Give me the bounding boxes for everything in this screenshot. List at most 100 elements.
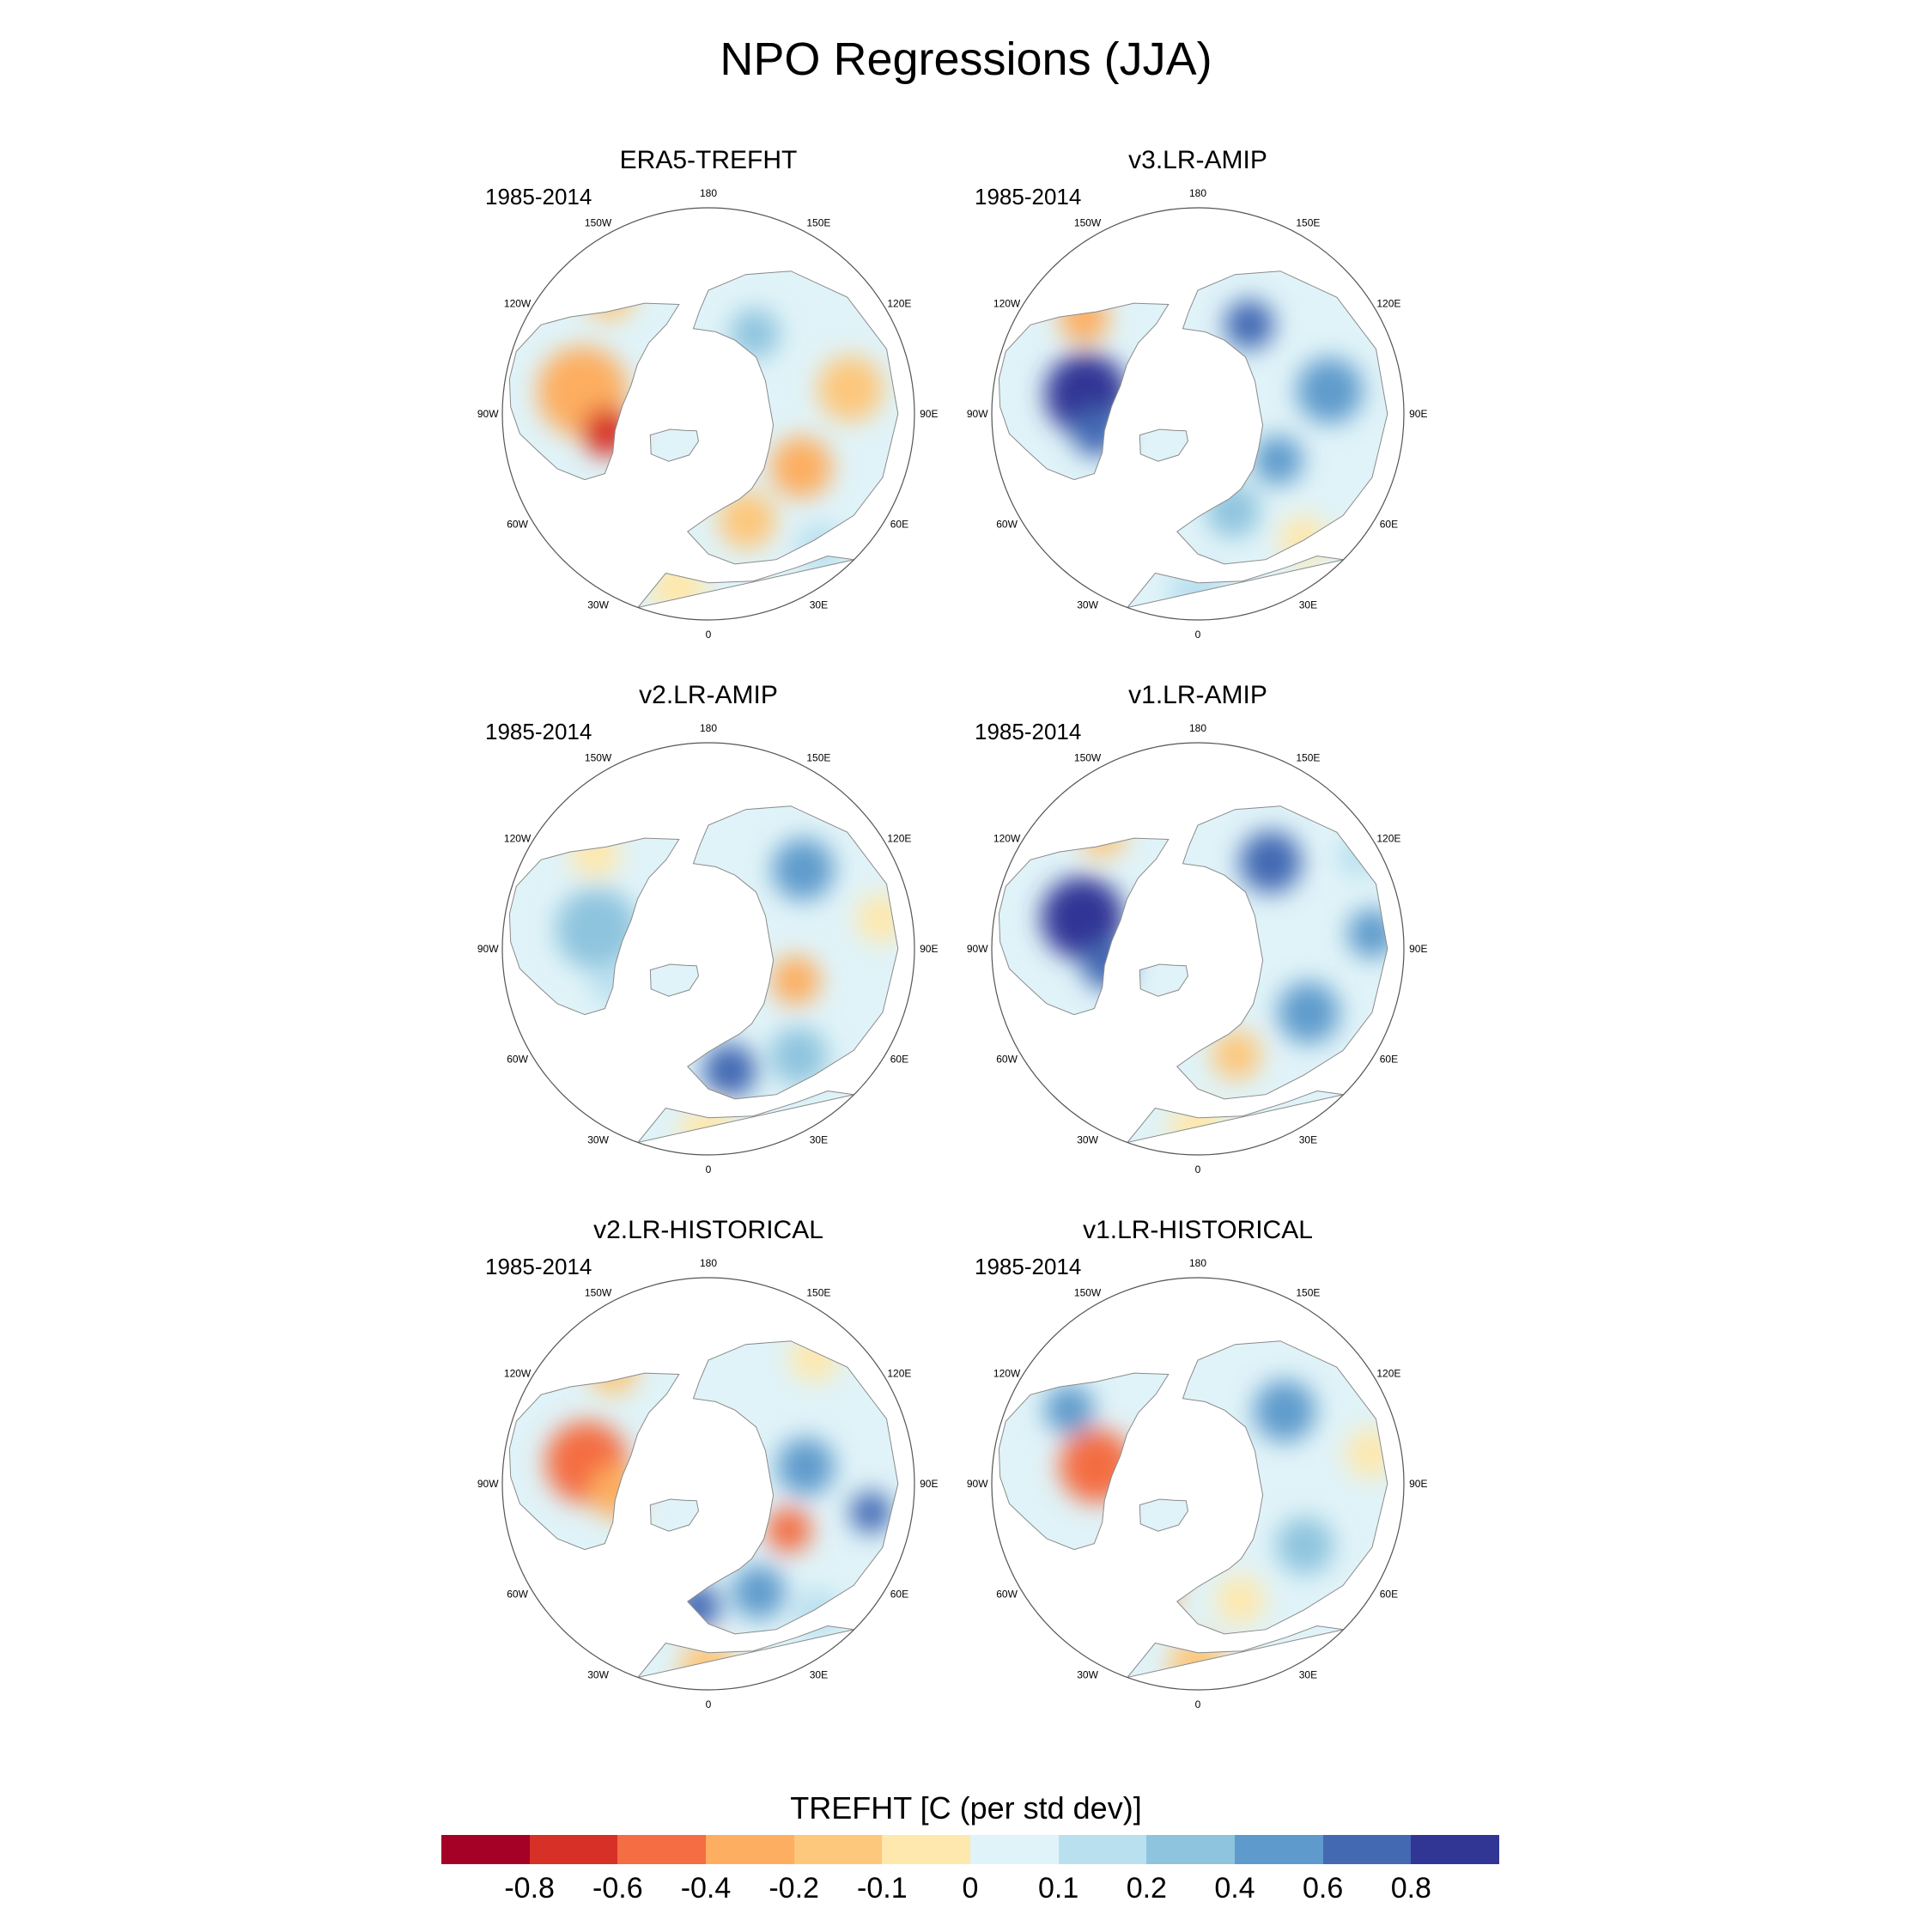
longitude-label: 60E xyxy=(1380,518,1398,530)
longitude-label: 150E xyxy=(806,752,830,764)
longitude-label: 0 xyxy=(1195,629,1201,641)
panel-period: 1985-2014 xyxy=(485,719,592,744)
longitude-label: 150E xyxy=(806,217,830,229)
colorbar-swatch xyxy=(1058,1835,1147,1864)
colorbar-swatch xyxy=(1411,1835,1500,1864)
anomaly-region xyxy=(702,1043,757,1097)
anomaly-region xyxy=(776,1437,835,1496)
colorbar-tick-label: 0.2 xyxy=(1126,1872,1167,1905)
longitude-label: 180 xyxy=(1189,187,1206,199)
colorbar-tick-label: 0.1 xyxy=(1038,1872,1079,1905)
longitude-label: 30E xyxy=(1299,1668,1317,1680)
colorbar-swatch xyxy=(1146,1835,1236,1864)
colorbar-tick-label: -0.6 xyxy=(592,1872,643,1905)
coastline xyxy=(1139,428,1189,462)
coastline xyxy=(1176,270,1388,565)
longitude-label: 90W xyxy=(967,1478,988,1490)
anomaly-region xyxy=(769,1027,828,1085)
longitude-label: 150W xyxy=(585,752,612,764)
figure-title: NPO Regressions (JJA) xyxy=(720,33,1212,85)
longitude-label: 60W xyxy=(996,1053,1018,1065)
colorbar-swatch xyxy=(1322,1835,1412,1864)
panel-title: v3.LR-AMIP xyxy=(1128,146,1267,174)
colorbar-tick-label: 0.6 xyxy=(1303,1872,1344,1905)
map-border xyxy=(991,742,1405,1156)
anomaly-region xyxy=(772,838,835,901)
longitude-label: 150E xyxy=(806,1287,830,1299)
panel-period: 1985-2014 xyxy=(975,1254,1082,1279)
longitude-label: 30E xyxy=(810,1133,828,1145)
polar-map: 180 150E 120E 90E 60E 30E 0 30W 60W 90W 120W 150W xyxy=(967,1257,1428,1710)
colorbar-tick-label: -0.4 xyxy=(680,1872,732,1905)
longitude-label: 90E xyxy=(1409,408,1427,420)
map-panel: v2.LR-AMIP 1985-2014 180 150E 120E 90E 60E 30E 0… xyxy=(477,681,939,1196)
coastline xyxy=(1139,963,1189,997)
coastline xyxy=(1176,1340,1388,1635)
longitude-label: 120E xyxy=(1376,298,1400,310)
coastline xyxy=(649,963,700,997)
anomaly-region xyxy=(850,1492,892,1534)
map-border xyxy=(991,207,1405,621)
longitude-label: 60W xyxy=(996,1588,1018,1600)
colorbar-title: TREFHT [C (per std dev)] xyxy=(790,1790,1142,1826)
colorbar xyxy=(441,1835,1500,1864)
coastline xyxy=(636,1625,854,1679)
longitude-label: 0 xyxy=(1195,1163,1201,1176)
polar-map: 180 150E 120E 90E 60E 30E 0 30W 60W 90W 120W 150W xyxy=(477,187,939,641)
colorbar-tick-label: -0.8 xyxy=(504,1872,555,1905)
longitude-label: 150E xyxy=(1296,217,1320,229)
longitude-label: 0 xyxy=(706,1163,712,1176)
longitude-label: 30W xyxy=(587,1668,609,1680)
anomaly-region xyxy=(1277,981,1340,1044)
longitude-label: 120W xyxy=(993,298,1021,310)
anomaly-region xyxy=(1297,357,1363,424)
coastline xyxy=(998,1372,1170,1551)
longitude-label: 60E xyxy=(1380,1588,1398,1600)
longitude-label: 150W xyxy=(585,1287,612,1299)
colorbar-tick-label: 0 xyxy=(962,1872,979,1905)
longitude-label: 60E xyxy=(890,1588,908,1600)
longitude-label: 150W xyxy=(585,217,612,229)
anomaly-region xyxy=(1212,1030,1261,1080)
map-panel: v1.LR-HISTORICAL 1985-2014 180 150E 120E 90E 6… xyxy=(967,1216,1428,1731)
panel-period: 1985-2014 xyxy=(485,1254,592,1279)
coastline xyxy=(649,428,700,462)
map-border xyxy=(501,742,915,1156)
longitude-label: 120W xyxy=(504,1368,532,1380)
longitude-label: 30W xyxy=(587,1133,609,1145)
anomaly-region xyxy=(770,956,821,1005)
longitude-label: 120W xyxy=(993,833,1021,845)
longitude-label: 30W xyxy=(587,598,609,611)
longitude-label: 60W xyxy=(507,518,528,530)
panel-title: v2.LR-HISTORICAL xyxy=(593,1216,823,1244)
anomaly-region xyxy=(1215,1575,1266,1625)
coastline xyxy=(1176,805,1388,1100)
longitude-label: 150E xyxy=(1296,752,1320,764)
map-border xyxy=(501,207,915,621)
polar-map: 180 150E 120E 90E 60E 30E 0 30W 60W 90W 120W 150W xyxy=(477,722,939,1176)
anomaly-region xyxy=(817,355,884,422)
longitude-label: 60E xyxy=(1380,1053,1398,1065)
longitude-label: 180 xyxy=(700,187,717,199)
anomaly-region xyxy=(1041,877,1124,959)
map-panel: ERA5-TREFHT 1985-2014 180 150E 120E 90E 60E 30E… xyxy=(477,146,939,661)
map-panel: v2.LR-HISTORICAL 1985-2014 180 150E 120E 90E 6… xyxy=(477,1216,939,1731)
polar-map: 180 150E 120E 90E 60E 30E 0 30W 60W 90W 120W 150W xyxy=(477,1257,939,1710)
longitude-label: 90W xyxy=(967,408,988,420)
colorbar-labels: -0.8 -0.6 -0.4 -0.2 -0.1 0 0.1 0.2 0.4 0.6 0.8 xyxy=(441,1872,1499,1906)
longitude-label: 180 xyxy=(1189,722,1206,734)
colorbar-swatch xyxy=(617,1835,707,1864)
colorbar-tick-label: -0.1 xyxy=(857,1872,908,1905)
colorbar-swatch xyxy=(706,1835,794,1864)
anomaly-region xyxy=(1253,435,1303,485)
anomaly-region xyxy=(1239,830,1302,893)
coastline xyxy=(636,555,854,609)
colorbar-swatch xyxy=(882,1835,971,1864)
longitude-label: 120E xyxy=(1376,1368,1400,1380)
map-panel: v3.LR-AMIP 1985-2014 180 150E 120E 90E 60E 30E 0… xyxy=(967,146,1428,661)
anomaly-region xyxy=(766,1507,811,1553)
longitude-label: 30W xyxy=(1077,598,1098,611)
longitude-label: 90E xyxy=(920,943,938,955)
longitude-label: 30E xyxy=(1299,598,1317,611)
panel-title: v1.LR-HISTORICAL xyxy=(1083,1216,1313,1244)
